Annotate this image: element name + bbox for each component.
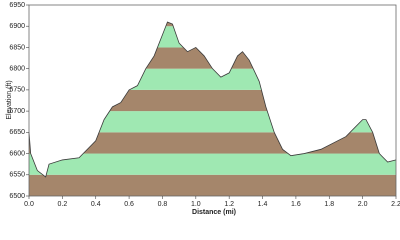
y-tick-label: 6650 xyxy=(9,129,25,136)
x-axis-title: Distance (mi) xyxy=(192,209,236,216)
chart: Distance (mi) Elevation (ft) 6500 6550 660… xyxy=(6,2,400,216)
x-tick-label: 0.8 xyxy=(158,201,168,208)
x-tick-label: 0.0 xyxy=(24,201,34,208)
y-tick-label: 6850 xyxy=(9,44,25,51)
x-tick-label: 1.6 xyxy=(291,201,301,208)
y-axis-title: Elevation (ft) xyxy=(6,80,13,119)
y-tick-label: 6900 xyxy=(9,23,25,30)
y-tick-label: 6950 xyxy=(9,2,25,9)
y-tick-label: 6500 xyxy=(9,193,25,200)
y-tick-label: 6750 xyxy=(9,87,25,94)
x-tick-label: 0.2 xyxy=(57,201,67,208)
x-tick-label: 1.0 xyxy=(191,201,201,208)
x-tick-label: 0.6 xyxy=(124,201,134,208)
elevation-band xyxy=(29,47,396,69)
elevation-band xyxy=(29,174,396,196)
x-tick-label: 2.2 xyxy=(391,201,400,208)
elevation-band xyxy=(29,89,396,112)
elevation-band xyxy=(29,21,396,27)
plot-frame xyxy=(28,4,397,197)
x-tick-label: 2.0 xyxy=(358,201,368,208)
profile-line xyxy=(28,21,397,178)
y-tick-label: 6600 xyxy=(9,150,25,157)
elevation-band xyxy=(29,111,396,133)
y-tick-label: 6550 xyxy=(9,172,25,179)
elevation-band xyxy=(29,68,396,90)
elevation-band xyxy=(29,132,396,154)
x-tick-label: 1.8 xyxy=(324,201,334,208)
y-tick-label: 6800 xyxy=(9,66,25,73)
elevation-band xyxy=(29,153,396,175)
x-tick-label: 1.4 xyxy=(258,201,268,208)
x-tick-label: 1.2 xyxy=(224,201,234,208)
elevation-band xyxy=(29,26,396,48)
y-tick-label: 6700 xyxy=(9,108,25,115)
x-tick-label: 0.4 xyxy=(91,201,101,208)
